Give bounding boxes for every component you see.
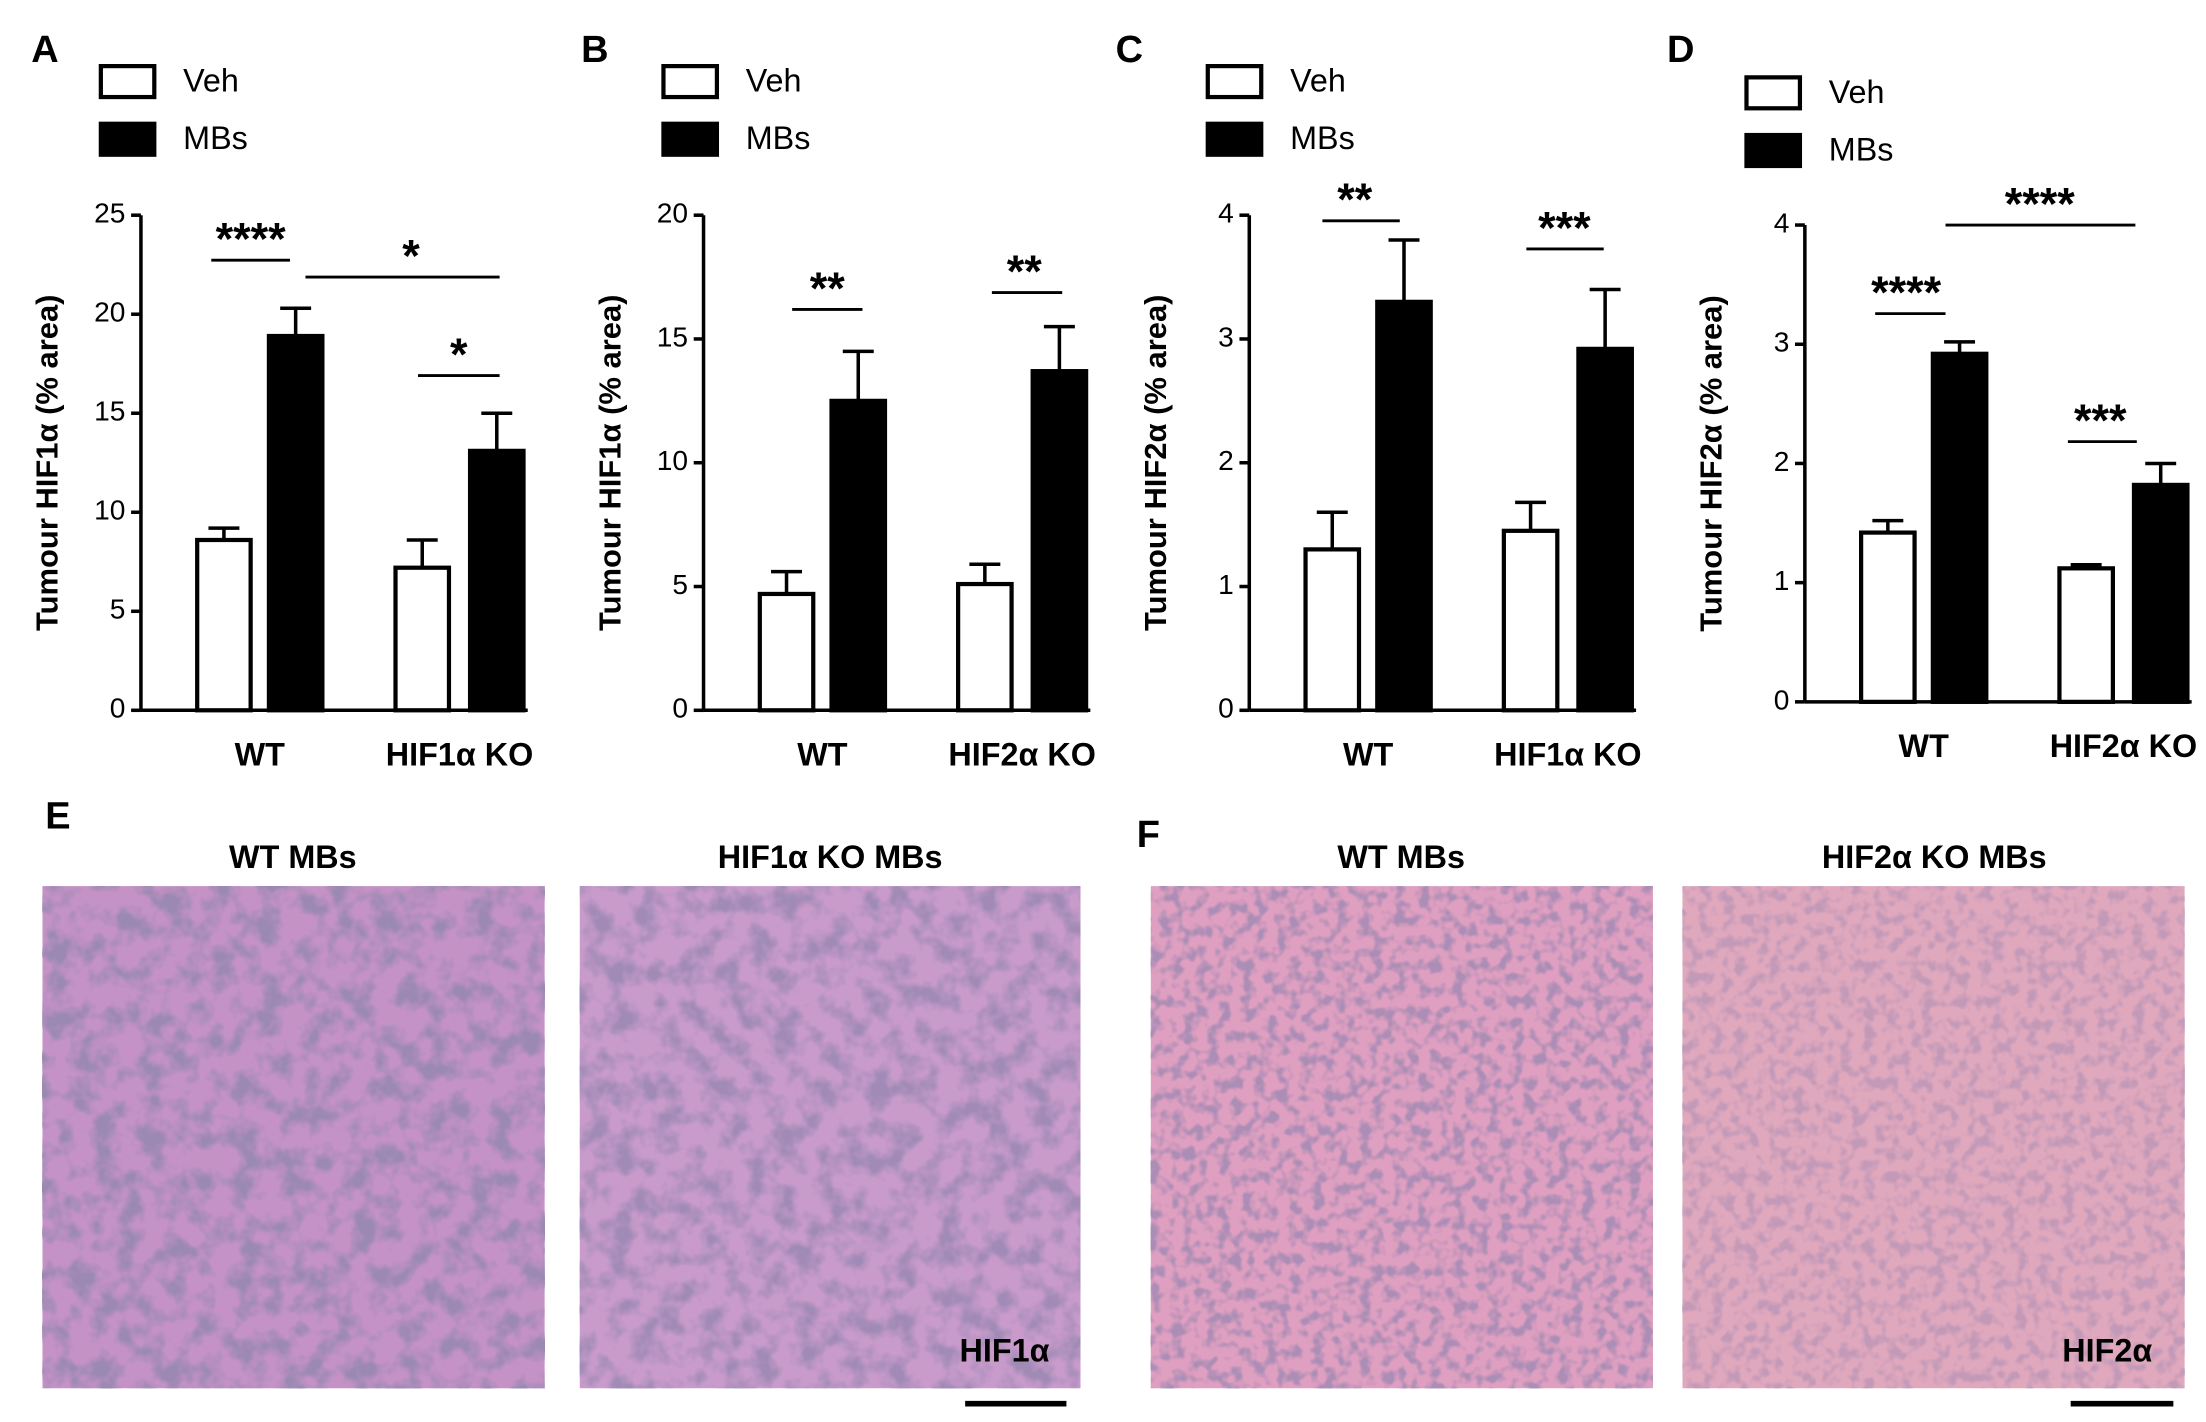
y-tick-label: 3 xyxy=(1218,321,1234,352)
significance-label: ** xyxy=(810,263,846,314)
y-tick-label: 15 xyxy=(94,396,125,427)
legend-swatch xyxy=(1205,63,1264,100)
legend-swatch xyxy=(98,121,157,157)
bar xyxy=(956,581,1014,713)
image-title: HIF1α KO MBs xyxy=(718,839,943,875)
x-tick-label: HIF2α KO xyxy=(2050,728,2197,764)
bar xyxy=(1576,346,1634,713)
y-tick-label: 0 xyxy=(110,693,126,724)
image-title: WT MBs xyxy=(229,839,357,875)
y-tick-label: 1 xyxy=(1218,569,1234,600)
micrograph-texture xyxy=(1682,886,2185,1389)
x-tick-label: WT xyxy=(1899,728,1950,764)
y-tick-label: 20 xyxy=(94,297,125,328)
y-axis-label: Tumour HIF1α (% area) xyxy=(30,295,65,631)
y-tick-label: 4 xyxy=(1774,207,1790,238)
y-tick-label: 25 xyxy=(94,198,125,229)
significance-label: ** xyxy=(1007,246,1043,297)
y-tick-label: 0 xyxy=(1774,684,1790,715)
significance-label: **** xyxy=(1871,267,1942,318)
significance-label: * xyxy=(450,329,468,380)
legend-label: MBs xyxy=(1290,120,1355,156)
legend-label: Veh xyxy=(1290,63,1346,99)
bar xyxy=(2057,566,2115,704)
panel-letter: E xyxy=(45,796,70,838)
y-tick-label: 15 xyxy=(657,321,688,352)
y-tick-label: 10 xyxy=(94,495,125,526)
legend-label: Veh xyxy=(1829,74,1885,110)
stain-label: HIF2α xyxy=(2062,1333,2152,1369)
legend-label: MBs xyxy=(746,120,811,156)
y-tick-label: 1 xyxy=(1774,565,1790,596)
y-tick-label: 2 xyxy=(1218,445,1234,476)
image-title: HIF2α KO MBs xyxy=(1822,839,2047,875)
bar xyxy=(2131,482,2190,704)
y-tick-label: 2 xyxy=(1774,446,1790,477)
legend-label: MBs xyxy=(183,120,248,156)
x-tick-label: HIF1α KO xyxy=(386,736,533,772)
legend-swatch xyxy=(661,63,720,100)
y-tick-label: 20 xyxy=(657,198,688,229)
y-tick-label: 3 xyxy=(1774,327,1790,358)
bar xyxy=(1930,351,1989,704)
legend-swatch xyxy=(1205,121,1264,157)
y-axis-label: Tumour HIF1α (% area) xyxy=(592,295,627,631)
panel-letter: D xyxy=(1667,29,1694,71)
micrograph-texture xyxy=(42,886,545,1389)
significance-label: *** xyxy=(2074,395,2127,446)
bar xyxy=(1303,547,1362,713)
significance-label: *** xyxy=(1538,202,1591,253)
significance-label: * xyxy=(402,230,420,281)
x-tick-label: HIF2α KO xyxy=(948,736,1095,772)
y-tick-label: 0 xyxy=(672,693,688,724)
image-title: WT MBs xyxy=(1337,839,1465,875)
significance-label: ** xyxy=(1337,174,1373,225)
bar xyxy=(1859,530,1917,704)
legend-label: Veh xyxy=(746,63,802,99)
y-tick-label: 0 xyxy=(1218,693,1234,724)
panel-letter: B xyxy=(581,29,608,71)
bar xyxy=(757,591,816,713)
bar xyxy=(1030,369,1089,713)
panel-letter: C xyxy=(1116,29,1143,71)
legend-swatch xyxy=(1744,75,1803,111)
bar xyxy=(1501,528,1560,713)
legend-swatch xyxy=(98,63,157,100)
micrographs xyxy=(42,886,2185,1407)
bar xyxy=(829,398,888,713)
bar xyxy=(195,537,253,713)
x-tick-label: WT xyxy=(797,736,848,772)
y-tick-label: 10 xyxy=(657,445,688,476)
micrograph-texture xyxy=(1150,886,1653,1389)
significance-label: **** xyxy=(2005,178,2076,229)
legend-swatch xyxy=(1744,132,1803,169)
y-tick-label: 5 xyxy=(110,594,126,625)
stain-label: HIF1α xyxy=(960,1333,1050,1369)
bar xyxy=(467,448,526,713)
bar xyxy=(266,333,325,713)
x-tick-label: WT xyxy=(1343,736,1394,772)
bar xyxy=(393,565,452,713)
legend-swatch xyxy=(661,121,720,157)
y-tick-label: 5 xyxy=(672,569,688,600)
significance-label: **** xyxy=(216,214,287,265)
bar xyxy=(1375,299,1433,713)
legend-label: Veh xyxy=(183,63,239,99)
panel-letter: A xyxy=(31,29,58,71)
x-tick-label: WT xyxy=(235,736,286,772)
legend-label: MBs xyxy=(1829,131,1894,167)
y-tick-label: 4 xyxy=(1218,198,1234,229)
y-axis-label: Tumour HIF2α (% area) xyxy=(1138,295,1173,631)
y-axis-label: Tumour HIF2α (% area) xyxy=(1694,295,1729,631)
x-tick-label: HIF1α KO xyxy=(1494,736,1641,772)
panel-letter: F xyxy=(1137,814,1160,856)
micrograph-texture xyxy=(579,886,1081,1389)
